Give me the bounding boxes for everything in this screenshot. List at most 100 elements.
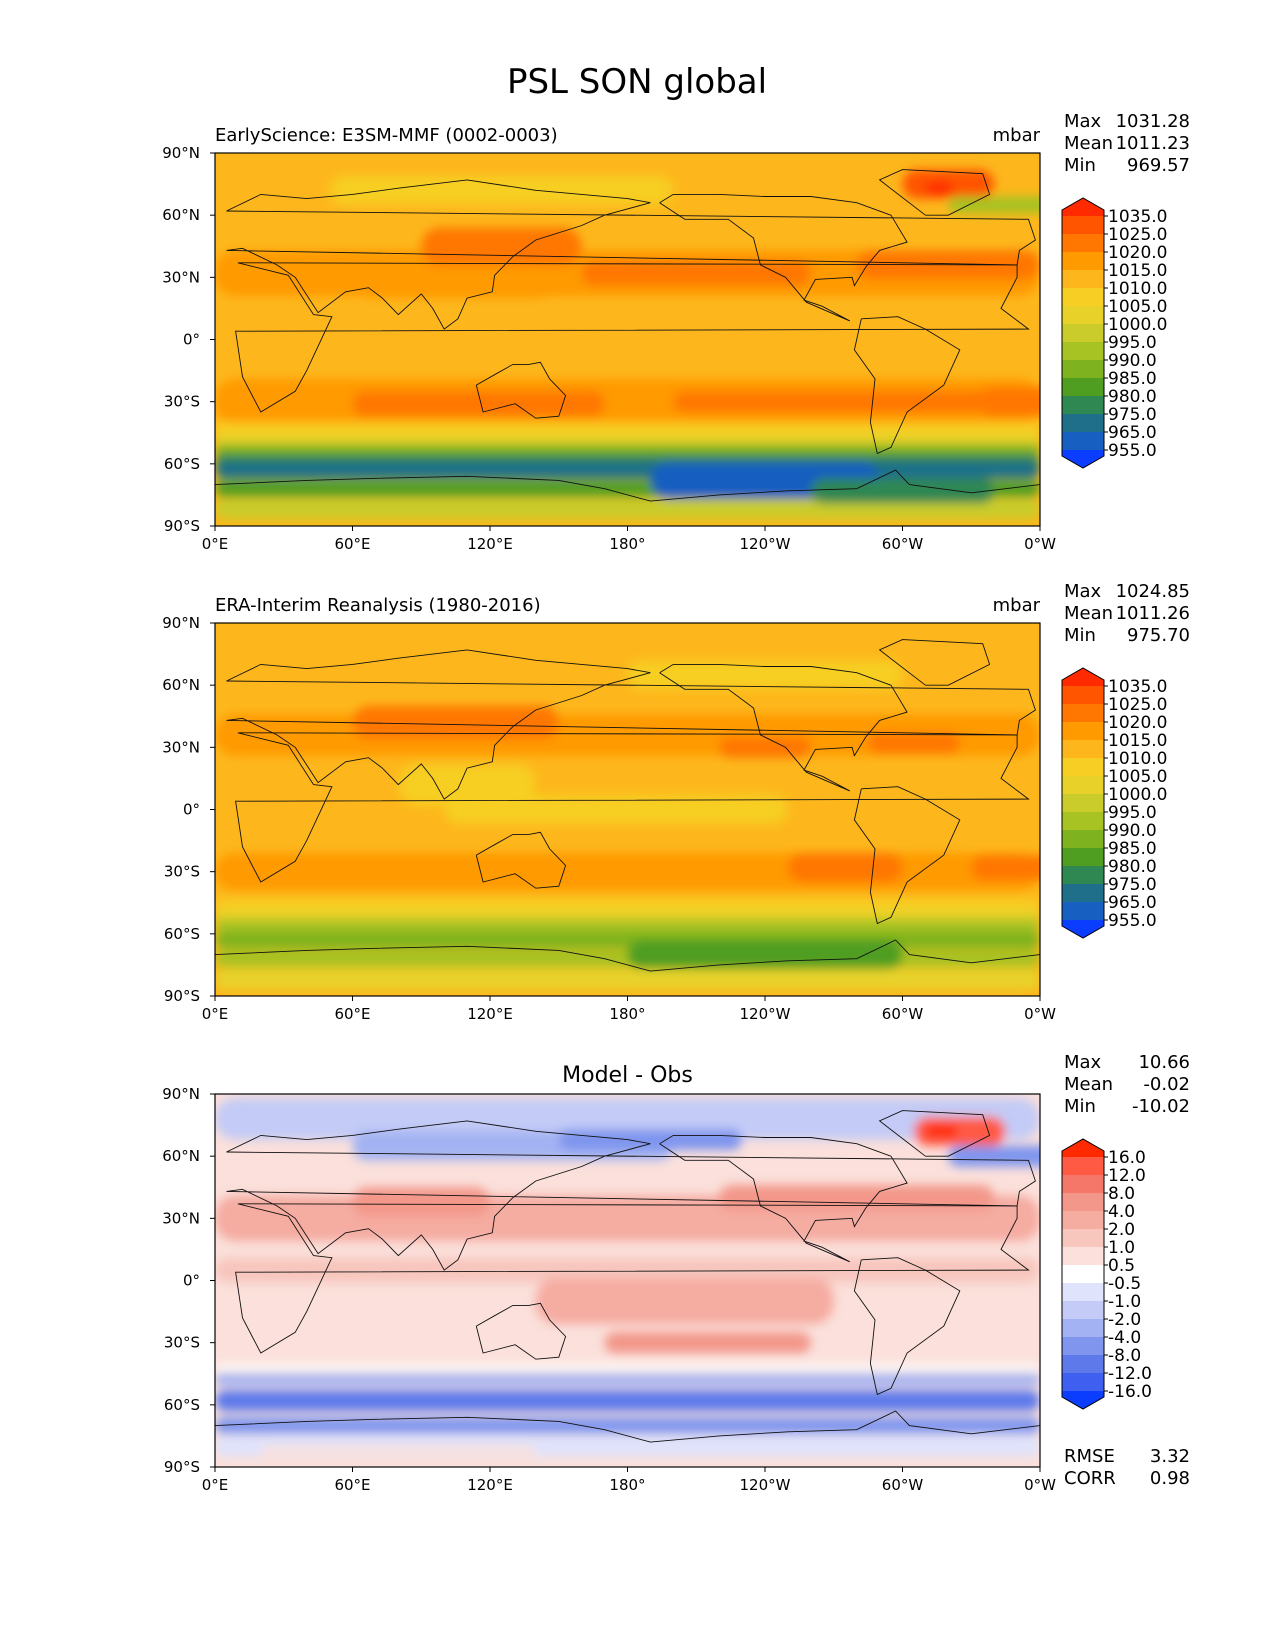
field-region-3: [444, 794, 788, 825]
field-region-6: [352, 391, 605, 417]
colorbar-segment: [1062, 866, 1104, 885]
field-region-5: [925, 1125, 958, 1138]
panel-test: 0°E 60°E 120°E 180° 120°W 60°W 0°W 90°N 60°N 30°N…: [162, 111, 1190, 553]
stat-label-mean: Mean: [1064, 603, 1113, 624]
field-blobs: [215, 169, 1040, 520]
field-blobs: [215, 1098, 1040, 1457]
x-tick-label: 120°W: [740, 1476, 791, 1494]
colorbar-segment: [1062, 1373, 1104, 1392]
stat-value-max: 10.66: [1138, 1052, 1190, 1073]
colorbar-level-label: -16.0: [1108, 1382, 1152, 1402]
colorbar-outline: [1061, 197, 1105, 469]
colorbar-segment: [1062, 216, 1104, 235]
stat-label-max: Max: [1064, 1052, 1102, 1073]
stat-value-mean: 1011.26: [1116, 603, 1190, 624]
coastlines: [215, 639, 1040, 972]
stat-label-max: Max: [1064, 111, 1102, 132]
panel-title: Model - Obs: [562, 1063, 693, 1088]
stat-label-min: Min: [1064, 1096, 1096, 1117]
field-region-10: [535, 1278, 834, 1325]
colorbar-segment: [1062, 1175, 1104, 1194]
field-region-6: [215, 853, 1040, 891]
colorbar-segment: [1062, 360, 1104, 379]
coastline-2: [475, 831, 567, 889]
colorbar-segment: [1062, 740, 1104, 759]
coastline-3: [659, 1134, 908, 1263]
colorbar-level-label: 985.0: [1108, 369, 1157, 389]
x-tick-label: 60°E: [334, 1005, 370, 1023]
colorbar-level-label: 12.0: [1108, 1166, 1146, 1186]
field-region-7: [352, 1187, 490, 1217]
y-tick-label: 0°: [183, 331, 200, 349]
panel-difference: 0°E 60°E 120°E 180° 120°W 60°W 0°W 90°N 60°N 30°N…: [162, 1052, 1190, 1494]
stat-value-max: 1024.85: [1116, 581, 1190, 602]
colorbar-level-label: 990.0: [1108, 821, 1157, 841]
coastline-4: [853, 786, 961, 925]
colorbar-level-label: 1020.0: [1108, 713, 1167, 733]
colorbar-level-label: 0.5: [1108, 1256, 1135, 1276]
figure-title: PSL SON global: [507, 62, 767, 102]
coastline-0: [235, 1203, 1030, 1354]
colorbar-level-label: 16.0: [1108, 1148, 1146, 1168]
colorbar-segment: [1062, 1337, 1104, 1356]
colorbar-outline: [1061, 1138, 1105, 1410]
colorbar-level-label: 1005.0: [1108, 767, 1167, 787]
x-tick-label: 120°W: [740, 1005, 791, 1023]
colorbar-segment: [1062, 234, 1104, 253]
field-region-14: [215, 461, 1040, 479]
colorbar-outline: [1061, 667, 1105, 939]
field-region-9: [329, 175, 674, 205]
stat-value-min: 969.57: [1127, 155, 1190, 176]
coastline-4: [853, 1257, 961, 1396]
coastline-6: [215, 939, 1040, 972]
field-region-14: [215, 1390, 1040, 1412]
panel-reference: 0°E 60°E 120°E 180° 120°W 60°W 0°W 90°N 60°N 30°N…: [162, 581, 1190, 1023]
coastline-4: [853, 316, 961, 455]
colorbar-segment: [1062, 1157, 1104, 1176]
colorbar-level-label: 1000.0: [1108, 785, 1167, 805]
coastline-5: [878, 169, 991, 216]
colorbar-level-label: -0.5: [1108, 1274, 1141, 1294]
colorbar-segment: [1062, 1193, 1104, 1212]
field-region-21: [948, 196, 1040, 214]
field-region-12: [215, 919, 1040, 932]
field-region-1: [352, 256, 559, 299]
y-tick-label: 30°N: [162, 738, 200, 756]
field-region-1: [352, 705, 559, 740]
x-tick-label: 0°E: [202, 1005, 229, 1023]
colorbar-level-label: 1025.0: [1108, 225, 1167, 245]
y-tick-label: 90°S: [164, 1458, 200, 1476]
y-tick-label: 30°S: [164, 863, 200, 881]
y-tick-label: 90°N: [162, 1085, 200, 1103]
y-tick-label: 60°N: [162, 206, 200, 224]
stat-label-corr: CORR: [1064, 1468, 1116, 1489]
colorbar-segment: [1062, 830, 1104, 849]
field-region-20: [925, 182, 953, 195]
field-region-2: [421, 227, 582, 265]
colorbar-extend-max: [1062, 668, 1104, 686]
colorbar-segment: [1062, 704, 1104, 723]
field-region-3: [581, 260, 811, 286]
colorbar-segment: [1062, 324, 1104, 343]
colorbar-segment: [1062, 1301, 1104, 1320]
coastlines: [215, 169, 1040, 502]
panel-units: mbar: [993, 595, 1041, 616]
coastline-1: [226, 649, 1036, 800]
y-tick-label: 90°S: [164, 987, 200, 1005]
stat-value-min: 975.70: [1127, 625, 1190, 646]
y-tick-label: 90°S: [164, 517, 200, 535]
y-tick-label: 60°N: [162, 676, 200, 694]
field-region-16: [627, 940, 903, 970]
colorbar-level-label: 2.0: [1108, 1220, 1135, 1240]
colorbar-segment: [1062, 686, 1104, 705]
colorbar-extend-min: [1062, 920, 1104, 938]
coastline-5: [878, 1110, 991, 1157]
field-region-12: [215, 444, 1040, 455]
colorbar-level-label: 985.0: [1108, 839, 1157, 859]
field-region-11: [215, 910, 1040, 921]
field-region-12: [215, 1364, 1040, 1371]
colorbar-level-label: 8.0: [1108, 1184, 1135, 1204]
y-tick-label: 30°S: [164, 393, 200, 411]
coastline-5: [878, 639, 991, 686]
